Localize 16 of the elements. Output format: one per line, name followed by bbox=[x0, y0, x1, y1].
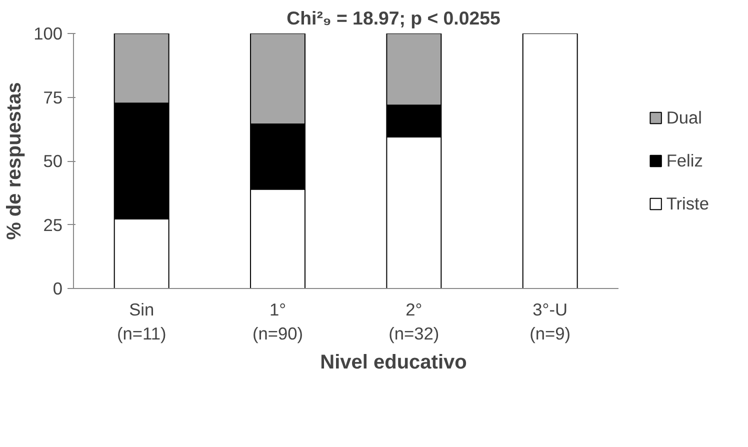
y-tick-label: 100 bbox=[34, 24, 63, 44]
bar bbox=[522, 34, 578, 288]
legend-label: Triste bbox=[666, 193, 709, 214]
y-axis-title: % de respuestas bbox=[4, 82, 26, 240]
x-tick-label: 2° (n=32) bbox=[388, 300, 440, 344]
x-tick-label: Sin (n=11) bbox=[116, 300, 166, 344]
chart-title: Chi²₉ = 18.97; p < 0.0255 bbox=[286, 8, 500, 28]
y-tick-label: 0 bbox=[52, 278, 63, 298]
x-axis-title: Nivel educativo bbox=[320, 352, 467, 374]
x-tick-label: 1° (n=90) bbox=[252, 300, 304, 344]
legend-label: Feliz bbox=[666, 150, 703, 171]
y-tick-label: 50 bbox=[43, 151, 63, 171]
legend-label: Dual bbox=[666, 107, 702, 128]
y-tick-label: 25 bbox=[43, 214, 63, 235]
x-tick-label: 3°-U (n=9) bbox=[530, 300, 571, 344]
y-tick-label: 75 bbox=[43, 87, 63, 108]
